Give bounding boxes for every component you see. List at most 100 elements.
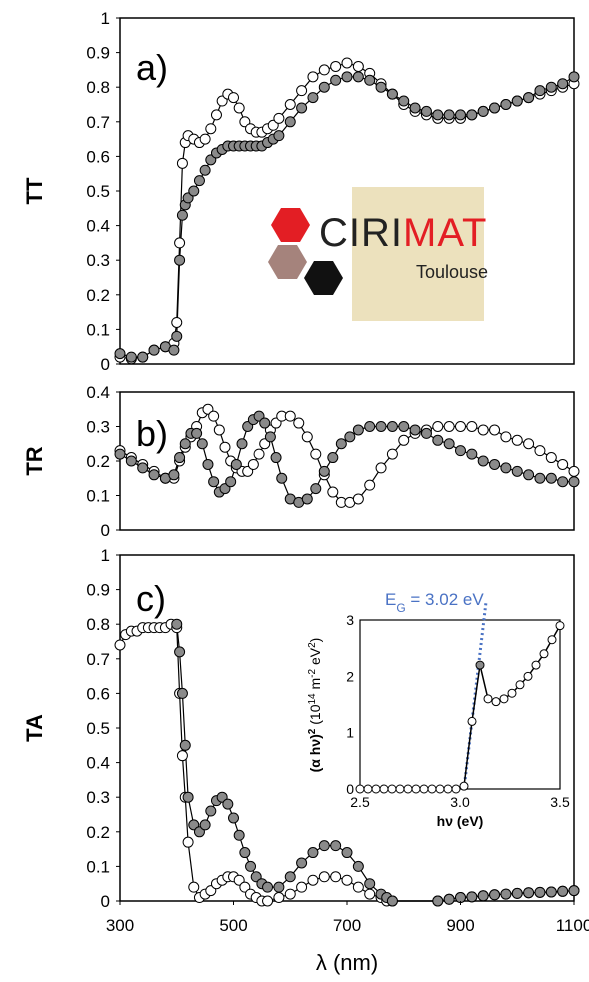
data-point-filled: [318, 465, 330, 477]
data-point-open: [219, 441, 231, 453]
data-point-open: [545, 452, 557, 464]
data-point-filled: [330, 840, 342, 852]
data-point-filled: [208, 476, 220, 488]
panel-b-y-ticks: 0 0.1 0.2 0.3 0.4: [86, 383, 120, 540]
inset-data-point: [371, 784, 381, 794]
data-point-filled: [409, 424, 421, 436]
data-point-filled: [193, 175, 205, 187]
data-point-filled: [398, 95, 410, 107]
data-point-open: [318, 64, 330, 76]
panel-c-y-axis-label: TA: [22, 714, 47, 742]
data-point-open: [273, 892, 285, 904]
data-point-filled: [148, 344, 160, 356]
data-point-open: [352, 493, 364, 505]
data-point-filled: [466, 891, 478, 903]
data-point-filled: [176, 209, 188, 221]
inset-ylabel-a: (α hν): [307, 734, 323, 772]
data-point-filled: [364, 878, 376, 890]
data-point-filled: [225, 476, 237, 488]
data-point-filled: [310, 483, 322, 495]
data-point-open: [341, 874, 353, 886]
inset-y-tick-label: 3: [346, 612, 354, 628]
inset-data-point: [443, 784, 453, 794]
data-point-open: [176, 157, 188, 169]
logo-text-part2: MAT: [403, 211, 487, 255]
data-point-filled: [114, 448, 126, 460]
y-tick-label: 1: [101, 9, 110, 28]
y-tick-label: 0.6: [86, 147, 110, 166]
y-tick-label: 0.5: [86, 719, 110, 738]
inset-y-tick-label: 2: [346, 668, 354, 684]
inset-data-point: [435, 784, 445, 794]
data-point-filled: [264, 431, 276, 443]
data-point-filled: [466, 448, 478, 460]
data-point-filled: [568, 71, 580, 83]
inset-x-tick-label: 2.5: [350, 794, 370, 810]
data-point-filled: [466, 109, 478, 121]
data-point-open: [284, 888, 296, 900]
data-point-filled: [239, 847, 251, 859]
x-tick-label: 300: [106, 916, 134, 935]
data-point-filled: [489, 889, 501, 901]
data-point-open: [443, 421, 455, 432]
panel-b-plot: [114, 403, 580, 508]
inset-x-tick-label: 3.0: [450, 794, 470, 810]
panel-a-label: a): [136, 47, 168, 88]
data-point-open: [352, 881, 364, 893]
inset-ylabel-d: 14: [307, 693, 318, 705]
panel-b-label: b): [136, 413, 168, 454]
inset-ylabel-f: -2: [307, 668, 318, 677]
inset-data-point: [515, 680, 525, 690]
data-point-filled: [344, 431, 356, 443]
inset-data-point: [451, 784, 461, 794]
panel-b-tr: 0 0.1 0.2 0.3 0.4 TR b): [22, 383, 580, 540]
data-point-filled: [477, 455, 489, 467]
data-point-filled: [511, 95, 523, 107]
data-point-filled: [307, 847, 319, 859]
data-point-filled: [420, 105, 432, 117]
data-point-filled: [245, 860, 257, 872]
data-point-filled: [191, 427, 203, 439]
panel-a-y-axis-label: TT: [22, 177, 47, 204]
inset-y-tick-label: 0: [346, 781, 354, 797]
inset-data-point: [555, 621, 565, 631]
panel-a-frame: [119, 17, 575, 365]
data-point-filled: [545, 886, 557, 898]
data-point-filled: [330, 74, 342, 86]
inset-data-point: [419, 784, 429, 794]
data-point-open: [432, 421, 444, 432]
data-point-open: [213, 424, 225, 436]
y-tick-label: 0.2: [86, 286, 110, 305]
inset-data-point: [355, 784, 365, 794]
data-point-filled: [375, 421, 387, 432]
data-point-open: [296, 881, 308, 893]
inset-y-axis-label: (α hν)2 (1014 m-2 eV2): [307, 638, 324, 773]
data-point-filled: [182, 791, 194, 803]
logo-sample-square: [352, 187, 484, 321]
panel-c-ta: 0 0.1 0.2 0.3 0.4 0.5 0.6 0.7 0.8 0.9 1 TA c) 0 1 2 3…: [22, 546, 580, 911]
eg-prefix: E: [385, 590, 396, 609]
data-point-filled: [276, 472, 288, 484]
inset-frame: [359, 619, 561, 790]
inset-data-point: [379, 784, 389, 794]
data-point-filled: [432, 895, 444, 907]
data-point-filled: [511, 465, 523, 477]
inset-ylabel-e: m: [307, 678, 323, 694]
inset-data-point: [507, 688, 517, 698]
data-point-filled: [432, 434, 444, 446]
y-tick-label: 0.4: [86, 754, 110, 773]
data-point-open: [500, 431, 512, 443]
data-point-filled: [409, 102, 421, 114]
y-tick-label: 0.1: [86, 857, 110, 876]
data-point-filled: [179, 739, 191, 751]
data-point-filled: [137, 462, 149, 474]
inset-data-point: [523, 671, 533, 681]
inset-data-point: [427, 784, 437, 794]
inset-data-point: [539, 649, 549, 659]
data-point-open: [273, 112, 285, 124]
data-point-open: [176, 750, 188, 762]
y-tick-label: 0.3: [86, 788, 110, 807]
data-point-open: [511, 434, 523, 446]
y-tick-label: 0: [101, 892, 110, 911]
data-point-open: [253, 448, 265, 460]
